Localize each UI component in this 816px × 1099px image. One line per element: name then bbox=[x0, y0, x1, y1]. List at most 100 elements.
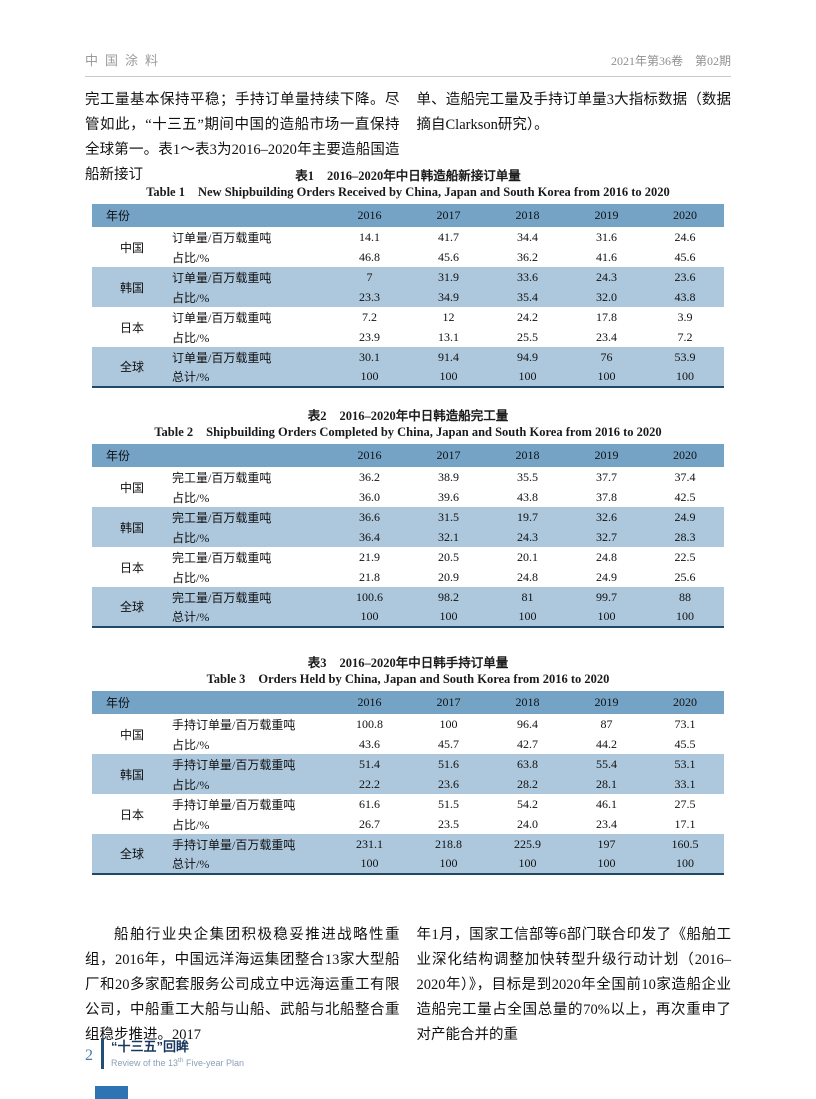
year-column-header: 2017 bbox=[409, 204, 489, 227]
value-cell: 24.8 bbox=[596, 549, 618, 564]
table-row: 中国 手持订单量/百万载重吨 100.8 100 96.4 87 73.1 bbox=[92, 714, 724, 742]
value-cell: 100 bbox=[330, 607, 410, 627]
table-row: 占比/% 21.8 20.9 24.8 24.9 25.6 bbox=[92, 567, 724, 587]
value-cell: 41.7 bbox=[438, 229, 460, 244]
value-cell: 32.6 bbox=[567, 507, 647, 527]
table-row: 中国 完工量/百万载重吨 36.2 38.9 35.5 37.7 37.4 bbox=[92, 467, 724, 495]
footer-section-title: “十三五”回眸 bbox=[111, 1038, 190, 1054]
metric-label-cell: 完工量/百万载重吨 bbox=[172, 587, 331, 607]
value-cell: 32.0 bbox=[567, 287, 647, 307]
country-cell: 全球 bbox=[92, 347, 172, 387]
value-cell: 28.1 bbox=[567, 774, 647, 794]
footer-subtitle-text: Five-year Plan bbox=[183, 1057, 244, 1068]
value-cell: 100 bbox=[330, 854, 410, 874]
value-cell: 7.2 bbox=[677, 329, 693, 344]
value-cell: 24.8 bbox=[517, 569, 539, 584]
year-column-header: 2017 bbox=[409, 444, 489, 467]
value-cell: 36.6 bbox=[330, 507, 410, 527]
value-cell: 100 bbox=[567, 607, 647, 627]
value-cell: 42.7 bbox=[517, 736, 539, 751]
value-cell: 225.9 bbox=[488, 834, 568, 854]
table-row: 韩国 完工量/百万载重吨 36.6 31.5 19.7 32.6 24.9 bbox=[92, 507, 725, 547]
value-cell: 100 bbox=[488, 854, 568, 874]
value-cell: 100 bbox=[409, 854, 489, 874]
value-cell: 14.1 bbox=[359, 229, 381, 244]
metric-label-cell: 占比/% bbox=[172, 817, 210, 832]
value-cell: 21.8 bbox=[359, 569, 381, 584]
value-cell: 19.7 bbox=[488, 507, 568, 527]
value-cell: 46.1 bbox=[596, 796, 618, 811]
metric-label-cell: 订单量/百万载重吨 bbox=[172, 347, 331, 367]
country-cell: 全球 bbox=[92, 587, 172, 627]
value-cell: 38.9 bbox=[438, 469, 460, 484]
year-header-cell: 年份 bbox=[92, 444, 331, 467]
value-cell: 46.8 bbox=[359, 249, 381, 264]
metric-label-cell: 总计/% bbox=[172, 367, 331, 387]
value-cell: 32.1 bbox=[409, 527, 489, 547]
metric-label-cell: 手持订单量/百万载重吨 bbox=[172, 834, 331, 854]
value-cell: 39.6 bbox=[438, 489, 460, 504]
value-cell: 37.8 bbox=[596, 489, 618, 504]
metric-label-cell: 占比/% bbox=[172, 737, 210, 752]
value-cell: 218.8 bbox=[409, 834, 489, 854]
table3-caption-en: Orders Held by China, Japan and South Ko… bbox=[258, 672, 610, 686]
country-cell: 日本 bbox=[119, 320, 144, 335]
value-cell: 94.9 bbox=[488, 347, 568, 367]
closing-right-column: 年1月，国家工信部等6部门联合印发了《船舶工业深化结构调整加快转型升级行动计划（… bbox=[416, 927, 732, 1043]
country-cell: 中国 bbox=[119, 727, 144, 742]
value-cell: 45.7 bbox=[438, 736, 460, 751]
value-cell: 100.6 bbox=[330, 587, 410, 607]
table-row: 中国 订单量/百万载重吨 14.1 41.7 34.4 31.6 24.6 bbox=[92, 227, 724, 255]
value-cell: 12 bbox=[442, 309, 455, 324]
value-cell: 25.5 bbox=[517, 329, 539, 344]
table-row: 占比/% 23.3 34.9 35.4 32.0 43.8 bbox=[92, 287, 725, 307]
value-cell: 28.3 bbox=[646, 527, 725, 547]
value-cell: 45.5 bbox=[674, 736, 696, 751]
table2-label-cn: 表2 bbox=[307, 409, 327, 423]
value-cell: 73.1 bbox=[674, 716, 696, 731]
page-footer: 2 “十三五”回眸 Review of the 13th Five-year P… bbox=[85, 1038, 244, 1069]
metric-label-cell: 完工量/百万载重吨 bbox=[172, 470, 272, 485]
table1-caption-cn: 2016–2020年中日韩造船新接订单量 bbox=[327, 169, 521, 183]
table3-label-en: Table 3 bbox=[206, 672, 246, 686]
value-cell: 20.9 bbox=[438, 569, 460, 584]
value-cell: 24.0 bbox=[517, 816, 539, 831]
journal-title: 中国涂料 bbox=[85, 53, 166, 68]
value-cell: 87 bbox=[600, 716, 613, 731]
value-cell: 44.2 bbox=[596, 736, 618, 751]
value-cell: 45.6 bbox=[674, 249, 696, 264]
table1-label-en: Table 1 bbox=[146, 185, 185, 199]
value-cell: 100 bbox=[409, 607, 489, 627]
value-cell: 25.6 bbox=[674, 569, 696, 584]
value-cell: 30.1 bbox=[330, 347, 410, 367]
value-cell: 51.6 bbox=[409, 754, 489, 774]
value-cell: 36.2 bbox=[359, 469, 381, 484]
table-row: 占比/% 36.4 32.1 24.3 32.7 28.3 bbox=[92, 527, 725, 547]
table1-title-cn: 表1 2016–2020年中日韩造船新接订单量 bbox=[92, 168, 724, 184]
metric-label-cell: 总计/% bbox=[172, 854, 331, 874]
country-cell: 韩国 bbox=[92, 754, 172, 794]
table-row: 全球 订单量/百万载重吨 30.1 91.4 94.9 76 53.9 bbox=[92, 347, 725, 387]
table-row: 韩国 手持订单量/百万载重吨 51.4 51.6 63.8 55.4 53.1 bbox=[92, 754, 725, 794]
metric-label-cell: 完工量/百万载重吨 bbox=[172, 550, 272, 565]
value-cell: 24.6 bbox=[674, 229, 696, 244]
metric-label-cell: 占比/% bbox=[172, 330, 210, 345]
value-cell: 43.8 bbox=[517, 489, 539, 504]
country-cell: 日本 bbox=[119, 560, 144, 575]
footer-titles: “十三五”回眸 Review of the 13th Five-year Pla… bbox=[111, 1039, 244, 1069]
table-row: 总计/% 100 100 100 100 100 bbox=[92, 607, 725, 627]
value-cell: 35.4 bbox=[488, 287, 568, 307]
table-row: 占比/% 26.7 23.5 24.0 23.4 17.1 bbox=[92, 814, 724, 834]
table-row: 占比/% 46.8 45.6 36.2 41.6 45.6 bbox=[92, 247, 724, 267]
value-cell: 7.2 bbox=[362, 309, 378, 324]
value-cell: 100 bbox=[567, 854, 647, 874]
year-column-header: 2019 bbox=[567, 444, 647, 467]
value-cell: 43.6 bbox=[359, 736, 381, 751]
metric-label-cell: 总计/% bbox=[172, 607, 331, 627]
value-cell: 37.7 bbox=[596, 469, 618, 484]
table-row: 全球 手持订单量/百万载重吨 231.1 218.8 225.9 197 160.5 bbox=[92, 834, 725, 874]
value-cell: 34.4 bbox=[517, 229, 539, 244]
table1: 年份 2016 2017 2018 2019 2020 中国 订单量/百万载重吨 14.1 41.… bbox=[92, 204, 725, 388]
value-cell: 36.2 bbox=[517, 249, 539, 264]
